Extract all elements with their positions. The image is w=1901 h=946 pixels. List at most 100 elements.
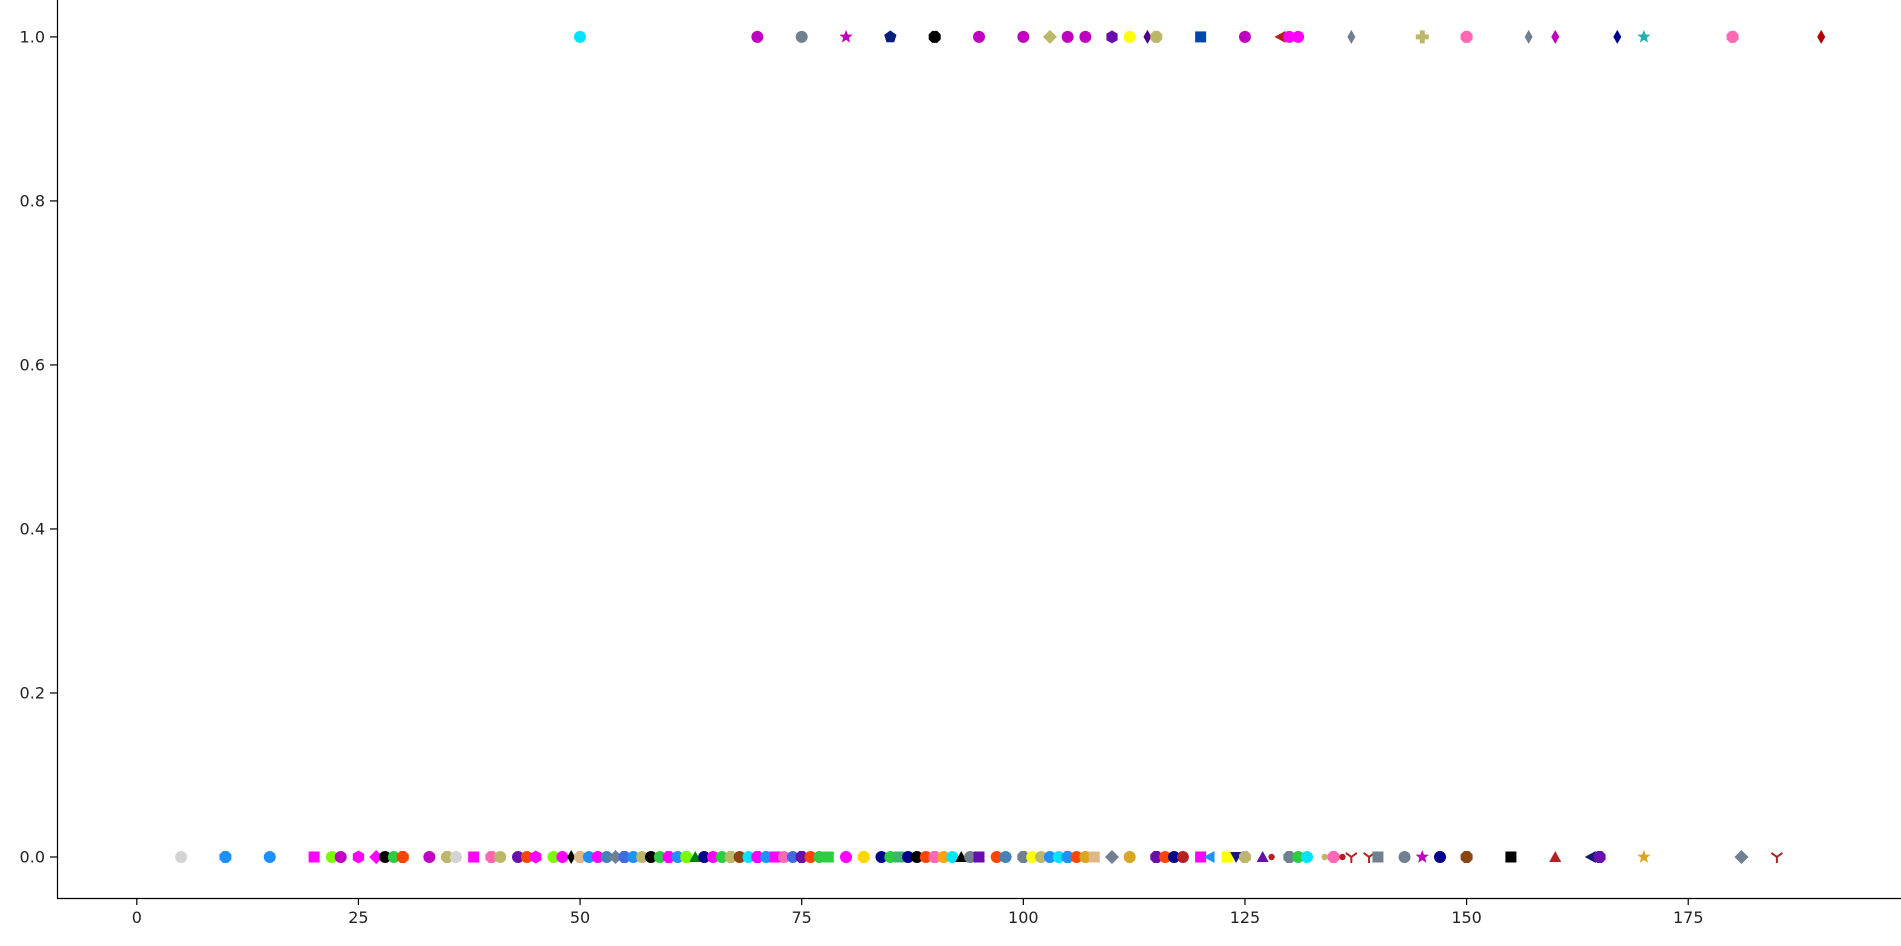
data-point (1726, 30, 1739, 43)
data-point (928, 851, 941, 863)
data-point (973, 851, 985, 863)
data-point (1042, 29, 1057, 44)
data-point (567, 849, 576, 864)
data-point (396, 851, 409, 863)
data-point (919, 850, 932, 863)
data-point (875, 850, 888, 863)
data-point (175, 850, 188, 863)
data-point (308, 851, 320, 863)
data-point (946, 850, 959, 863)
y-tick-label: 1.0 (20, 27, 45, 46)
data-point (1106, 30, 1118, 44)
data-point (1123, 850, 1136, 863)
data-point (1283, 851, 1296, 863)
data-point (1505, 851, 1517, 863)
x-tick-label: 150 (1451, 908, 1482, 927)
data-point (423, 850, 436, 863)
data-point (1238, 30, 1251, 43)
data-point (1327, 851, 1340, 863)
data-point (1345, 852, 1358, 863)
data-point (219, 851, 232, 863)
y-tick-label: 0.2 (20, 683, 45, 702)
data-point (857, 851, 870, 863)
data-point (1203, 850, 1215, 863)
data-point (902, 850, 915, 863)
data-point (964, 850, 977, 863)
data-point (1256, 850, 1269, 862)
data-point (1070, 850, 1083, 863)
data-points (175, 29, 1826, 864)
data-point (990, 850, 1003, 863)
data-point (591, 850, 604, 863)
data-point (574, 851, 587, 863)
data-point (627, 850, 640, 863)
data-point (600, 850, 613, 863)
data-point (1460, 30, 1473, 43)
data-point (1221, 851, 1233, 863)
y-tick-label: 0.8 (20, 191, 45, 210)
data-point (1321, 853, 1328, 861)
x-tick-label: 25 (348, 908, 368, 927)
data-point (715, 850, 728, 863)
data-point (1043, 850, 1056, 863)
data-point (662, 851, 675, 863)
data-point (937, 850, 950, 863)
data-point (822, 851, 834, 863)
data-point (689, 850, 702, 862)
data-point (893, 851, 905, 863)
x-tick-label: 75 (792, 908, 812, 927)
data-point (1274, 30, 1286, 43)
data-point (1088, 851, 1100, 863)
data-point (999, 850, 1012, 863)
data-point (263, 850, 276, 863)
data-point (1104, 849, 1119, 864)
data-point (530, 850, 542, 864)
data-point (1415, 30, 1429, 44)
data-point (1283, 30, 1296, 43)
data-point (724, 851, 737, 863)
data-point (1301, 850, 1314, 863)
data-point (1017, 851, 1030, 863)
data-point (1026, 850, 1039, 863)
data-point (1150, 30, 1163, 43)
data-point (1268, 853, 1275, 861)
data-point (1017, 30, 1030, 43)
data-point (1079, 30, 1092, 43)
data-point (441, 851, 454, 863)
data-point (468, 851, 480, 863)
data-point (1239, 851, 1251, 863)
data-point (556, 850, 569, 863)
data-point (1195, 31, 1207, 43)
data-point (608, 849, 623, 864)
data-point (840, 850, 853, 863)
data-point (777, 850, 790, 863)
data-point (1195, 851, 1207, 863)
data-point (1613, 29, 1622, 44)
data-point (1415, 850, 1429, 863)
data-point (485, 851, 498, 863)
data-point (839, 29, 853, 43)
data-point (1637, 29, 1651, 43)
data-point (334, 850, 347, 863)
data-point (910, 850, 923, 863)
data-point (387, 850, 400, 863)
data-point (733, 850, 746, 863)
x-axis-ticks: 0 25 50 75 100 125 150 175 (132, 898, 1704, 927)
x-tick-label: 175 (1673, 908, 1704, 927)
data-point (1061, 851, 1074, 863)
data-point (760, 850, 773, 863)
data-point (671, 850, 684, 863)
x-tick-label: 125 (1230, 908, 1261, 927)
data-point (1637, 850, 1651, 863)
data-point (582, 850, 595, 863)
data-point (1347, 29, 1356, 44)
data-point (1168, 850, 1181, 863)
data-point (1292, 30, 1305, 43)
data-point (520, 850, 533, 863)
data-point (795, 851, 808, 863)
data-point (884, 850, 897, 863)
data-point (1159, 850, 1172, 863)
data-point (1079, 850, 1092, 863)
data-point (795, 30, 808, 43)
